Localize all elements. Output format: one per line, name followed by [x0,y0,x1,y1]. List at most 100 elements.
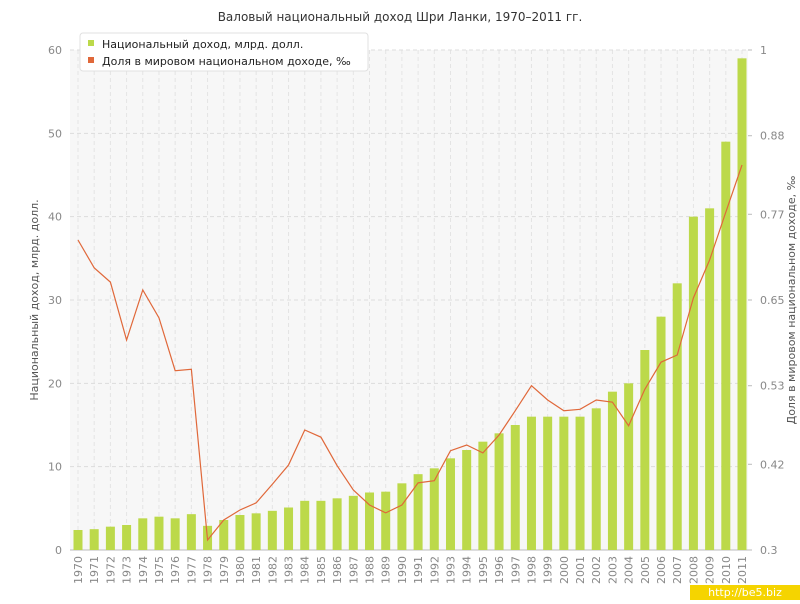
x-tick-label: 1979 [218,556,231,584]
bar [186,514,196,550]
x-tick-label: 2008 [687,556,700,584]
bar [105,526,115,550]
watermark: http://be5.biz [708,586,782,599]
bar [510,425,520,550]
x-tick-label: 2010 [720,556,733,584]
y2-tick-label: 1 [760,44,767,57]
y-tick-label: 30 [48,294,62,307]
bar [672,283,682,550]
x-tick-label: 1997 [509,556,522,584]
line [77,164,743,542]
x-tick-label: 1977 [185,556,198,584]
bar [624,383,634,550]
x-tick-label: 2001 [574,556,587,584]
bar [316,500,326,550]
bar [688,216,698,550]
bar [332,498,342,550]
legend-swatch [88,40,94,46]
bar [138,518,148,550]
bar [737,58,747,550]
x-tick-label: 1983 [283,556,296,584]
y2-tick-label: 0.3 [760,544,778,557]
y-tick-label: 40 [48,211,62,224]
bar [381,491,391,550]
x-tick-label: 2002 [590,556,603,584]
bar [397,483,407,550]
x-tick-label: 2007 [671,556,684,584]
x-tick-label: 1991 [412,556,425,584]
x-tick-label: 2006 [655,556,668,584]
bar [170,518,180,550]
bar [89,529,99,550]
bar [607,391,617,550]
x-tick-label: 1971 [88,556,101,584]
bar [219,520,229,550]
x-tick-label: 1988 [364,556,377,584]
legend-box [79,32,369,72]
x-tick-label: 1984 [299,556,312,584]
y-axis-label: Национальный доход, млрд. долл. [28,199,41,400]
x-tick-label: 1996 [493,556,506,584]
legend: Национальный доход, млрд. долл. Доля в ми… [79,32,369,72]
chart-title: Валовый национальный доход Шри Ланки, 19… [218,10,583,24]
x-tick-label: 1975 [153,556,166,584]
y2-axis-label: Доля в мировом национальном доходе, ‰ [785,175,798,424]
y2-tick-label: 0.42 [760,458,785,471]
y-tick-label: 60 [48,44,62,57]
y2-tick-label: 0.77 [760,208,785,221]
bar [251,513,261,550]
bar [494,433,504,550]
bar [721,141,731,550]
x-tick-label: 2005 [639,556,652,584]
y-tick-label: 20 [48,377,62,390]
x-tick-label: 1989 [380,556,393,584]
x-tick-label: 1992 [428,556,441,584]
bar [365,492,375,550]
bar [235,515,245,550]
y2-tick-label: 0.65 [760,294,785,307]
watermark-bg [690,585,800,600]
bar [284,507,294,550]
x-tick-label: 1993 [444,556,457,584]
x-tick-label: 1990 [396,556,409,584]
bar [575,416,585,550]
bar [73,530,83,550]
legend-label: Национальный доход, млрд. долл. [102,38,303,51]
x-tick-label: 1999 [542,556,555,584]
x-tick-label: 2004 [623,556,636,584]
y-tick-label: 10 [48,461,62,474]
bar [122,525,132,550]
y2-tick-label: 0.53 [760,380,785,393]
bar [413,474,423,550]
x-tick-label: 1976 [169,556,182,584]
bar [445,458,455,550]
x-tick-label: 1986 [331,556,344,584]
bar [300,500,310,550]
x-tick-label: 1973 [121,556,134,584]
x-tick-label: 2011 [736,556,749,584]
x-tick-label: 2003 [606,556,619,584]
x-tick-label: 2009 [704,556,717,584]
bar [267,510,277,550]
bar [154,516,164,550]
y2-tick-label: 0.88 [760,130,785,143]
y-tick-label: 0 [55,544,62,557]
x-tick-label: 1998 [525,556,538,584]
bar [526,416,536,550]
x-tick-label: 1970 [72,556,85,584]
y-tick-label: 50 [48,127,62,140]
x-tick-label: 1972 [104,556,117,584]
x-tick-label: 1982 [266,556,279,584]
x-tick-label: 2000 [558,556,571,584]
x-tick-label: 1978 [202,556,215,584]
x-tick-label: 1980 [234,556,247,584]
bar [656,316,666,550]
x-tick-label: 1981 [250,556,263,584]
x-tick-label: 1987 [347,556,360,584]
bar [462,450,472,550]
bar [348,495,358,550]
x-tick-label: 1994 [461,556,474,584]
legend-swatch [88,57,94,63]
legend-label: Доля в мировом национальном доходе, ‰ [102,55,351,68]
